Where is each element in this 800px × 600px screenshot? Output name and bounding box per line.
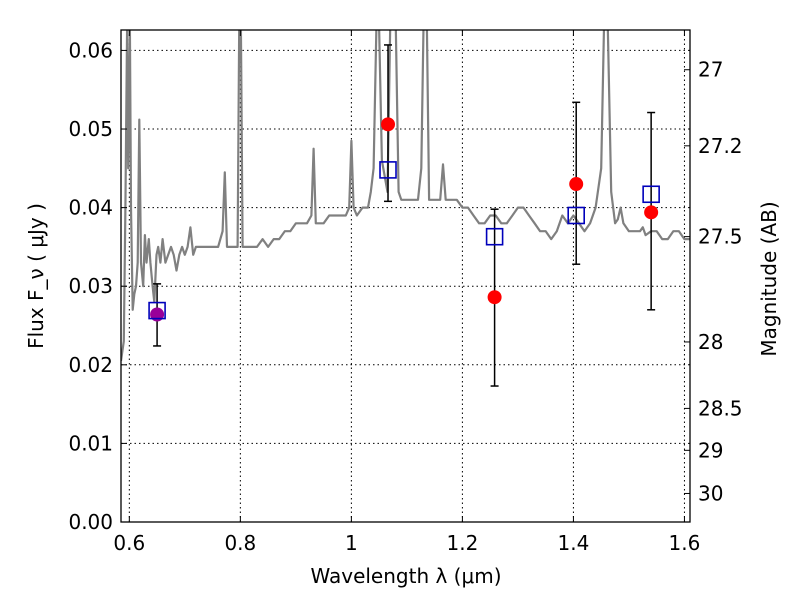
observed-point: [381, 117, 396, 132]
x-tick-label: 1.6: [669, 531, 701, 555]
y-tick-label: 0.04: [68, 196, 113, 220]
y-tick-label: 0.00: [68, 510, 113, 534]
x-tick-label: 1.4: [558, 531, 590, 555]
grid-lines: [121, 30, 690, 523]
right-tick-label: 30: [698, 481, 723, 505]
error-bars: [153, 44, 656, 387]
y-tick-labels: 0.00 0.01 0.02 0.03 0.04 0.05 0.06: [68, 38, 113, 534]
right-tick-label: 29: [698, 438, 723, 462]
right-tick-label: 27.2: [698, 134, 743, 158]
right-tick-label: 28.5: [698, 396, 743, 420]
y-tick-label: 0.06: [68, 38, 113, 62]
right-tick-label: 27.5: [698, 225, 743, 249]
model-point: [485, 227, 504, 246]
x-tick-label: 0.8: [224, 531, 256, 555]
y-axis-title-left: Flux F_ν ( μJy ): [24, 203, 48, 349]
y-tick-label: 0.01: [68, 431, 113, 455]
axis-ticks: [121, 30, 690, 523]
markers: [148, 117, 660, 322]
plot-frame: [120, 29, 691, 523]
model-point: [148, 301, 166, 320]
x-tick-labels: 0.6 0.8 1 1.2 1.4 1.6: [113, 531, 700, 555]
y-axis-title-right: Magnitude (AB): [757, 201, 781, 356]
right-tick-label: 27: [698, 58, 723, 82]
model-point: [567, 206, 586, 225]
right-tick-label: 28: [698, 330, 723, 354]
x-tick-label: 1.2: [446, 531, 478, 555]
spectrum-layer: [121, 30, 690, 362]
observed-point: [150, 307, 165, 322]
y-tick-label: 0.03: [68, 274, 113, 298]
x-tick-label: 0.6: [113, 531, 145, 555]
observed-point: [644, 205, 659, 220]
y-tick-label: 0.05: [68, 117, 113, 141]
y-tick-label: 0.02: [68, 353, 113, 377]
observed-point: [569, 177, 584, 192]
model-point: [642, 185, 660, 204]
model-point: [379, 161, 397, 179]
right-tick-labels: 27 27.2 27.5 28 28.5 29 30: [698, 58, 743, 506]
spectrum-line: [121, 30, 690, 362]
observed-point: [487, 290, 502, 305]
x-tick-label: 1: [345, 531, 358, 555]
x-axis-title: Wavelength λ (μm): [310, 564, 501, 588]
